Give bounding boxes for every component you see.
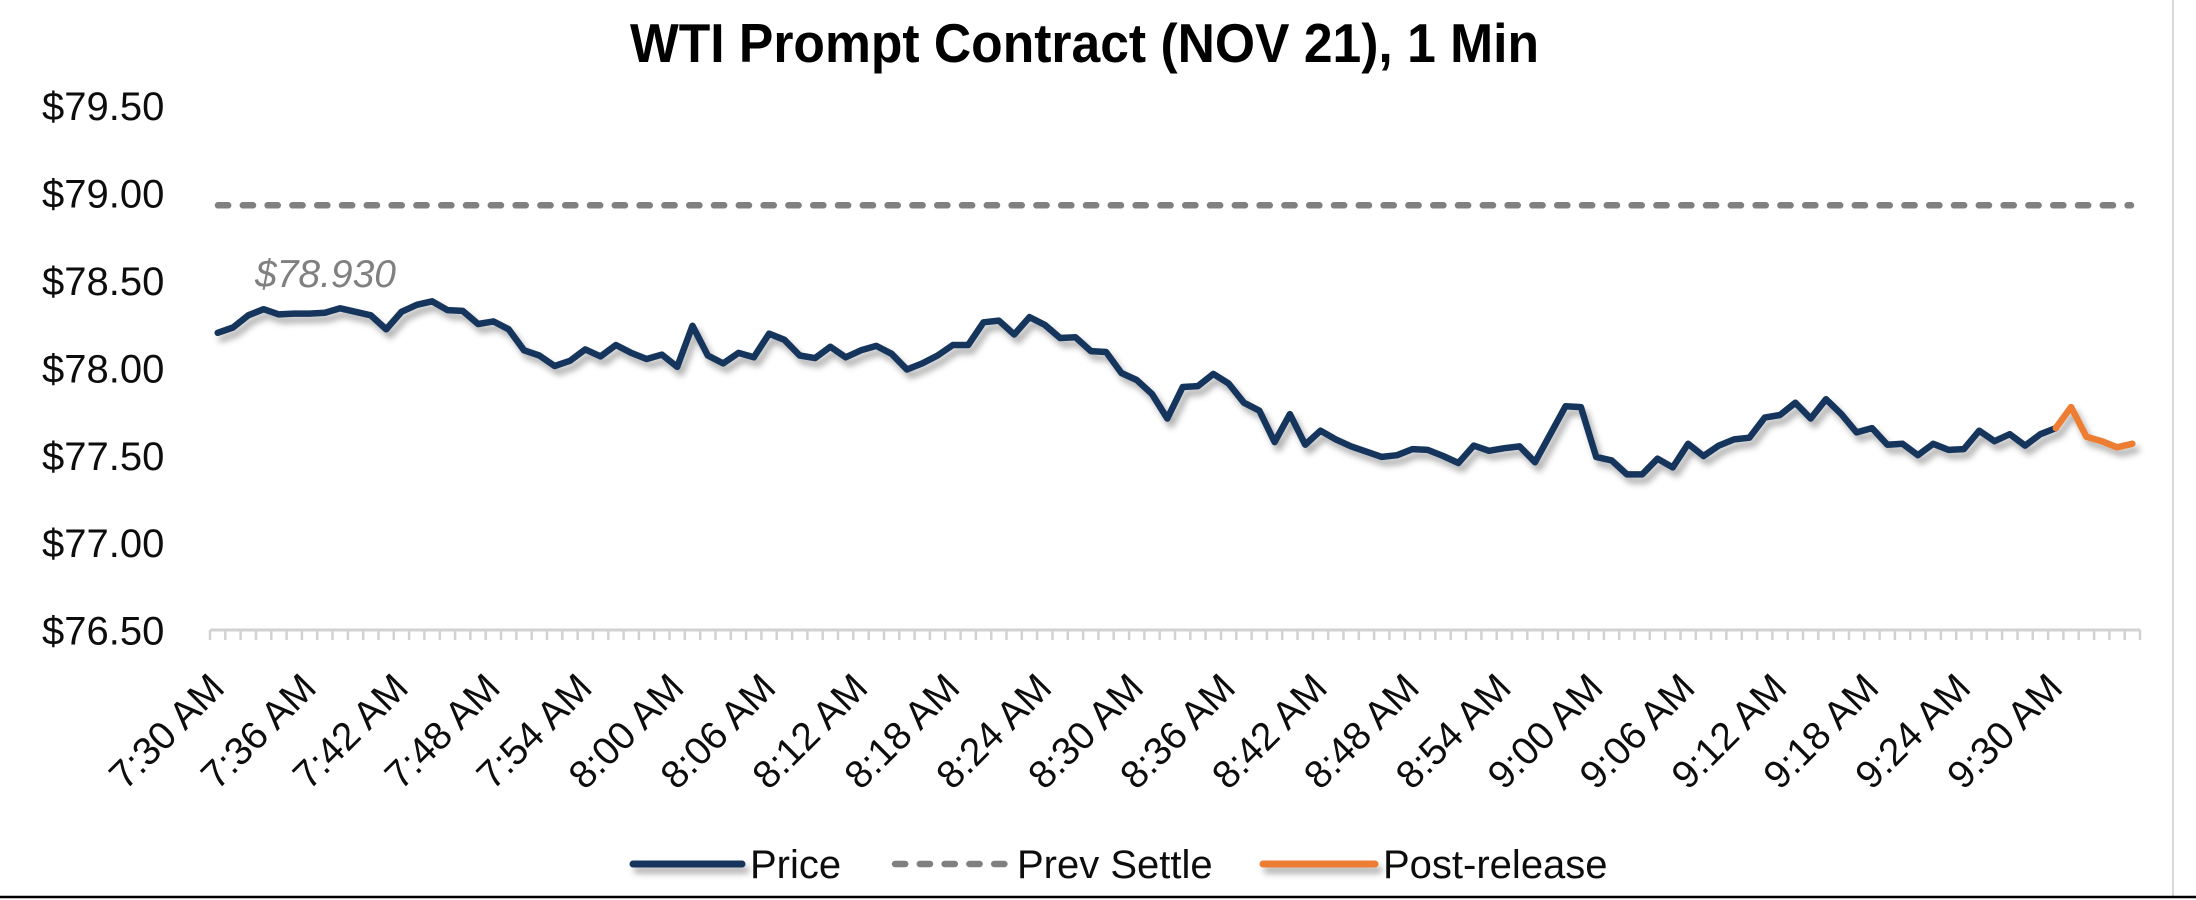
svg-text:Price: Price [750,843,841,887]
svg-text:$77.00: $77.00 [42,522,164,566]
svg-text:$76.50: $76.50 [42,610,164,654]
svg-text:$79.00: $79.00 [42,173,164,217]
svg-text:$79.50: $79.50 [42,85,164,129]
svg-text:$78.00: $78.00 [42,347,164,391]
svg-text:Prev Settle: Prev Settle [1017,843,1213,887]
svg-text:$78.930: $78.930 [254,253,396,296]
svg-text:WTI Prompt Contract (NOV 21),: WTI Prompt Contract (NOV 21), 1 Min [630,12,1539,74]
svg-text:$78.50: $78.50 [42,260,164,304]
svg-text:$77.50: $77.50 [42,435,164,479]
svg-text:Post-release: Post-release [1383,843,1608,887]
